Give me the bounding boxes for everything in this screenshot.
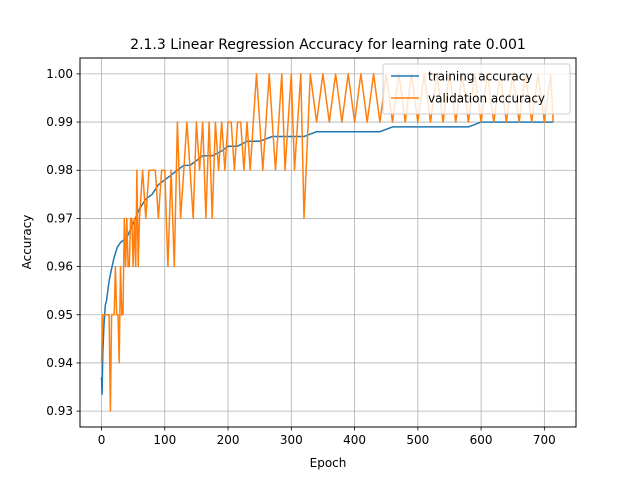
- x-tick-label: 0: [98, 433, 106, 447]
- x-tick-label: 700: [533, 433, 556, 447]
- x-tick-label: 200: [217, 433, 240, 447]
- y-tick-label: 1.00: [46, 67, 73, 81]
- legend: training accuracy validation accuracy: [382, 63, 571, 115]
- legend-training-label: training accuracy: [428, 70, 532, 84]
- y-tick-label: 0.94: [46, 356, 73, 370]
- y-tick-label: 0.96: [46, 260, 73, 274]
- x-tick-label: 400: [343, 433, 366, 447]
- y-tick-label: 0.99: [46, 115, 73, 129]
- x-tick-label: 100: [153, 433, 176, 447]
- x-tick-label: 600: [470, 433, 493, 447]
- ticks: 0 100 200 300 400 500 600 700 0.93 0.94 0.95 0.96 0.…: [46, 67, 556, 447]
- x-tick-label: 300: [280, 433, 303, 447]
- series-line-training: [100, 121, 554, 395]
- y-tick-label: 0.98: [46, 163, 73, 177]
- chart-title: 2.1.3 Linear Regression Accuracy for lea…: [130, 37, 526, 53]
- y-axis-label: Accuracy: [20, 215, 34, 270]
- x-tick-label: 500: [406, 433, 429, 447]
- y-tick-label: 0.95: [46, 308, 73, 322]
- y-tick-label: 0.97: [46, 211, 73, 225]
- legend-box: [382, 63, 571, 115]
- axes-frame: [79, 57, 577, 428]
- x-axis-label: Epoch: [310, 456, 347, 470]
- legend-validation-label: validation accuracy: [428, 92, 545, 106]
- y-tick-label: 0.93: [46, 404, 73, 418]
